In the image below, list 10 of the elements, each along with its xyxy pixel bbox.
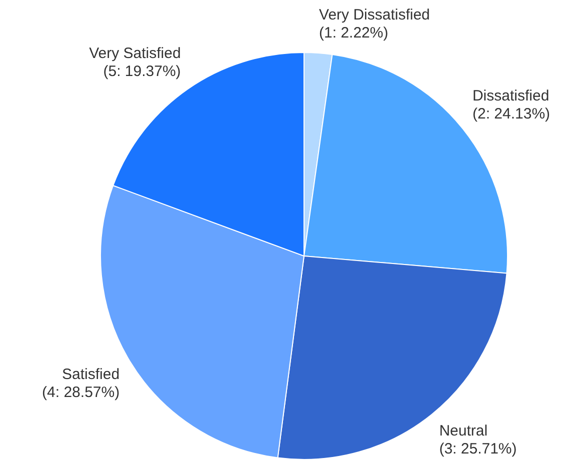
slice-label: Very Satisfied — [89, 44, 181, 62]
slice-label: Satisfied — [62, 366, 120, 384]
data-label: (5: 19.37%) — [103, 62, 181, 80]
data-label: (2: 24.13%) — [472, 105, 550, 122]
slice-label: Neutral — [439, 422, 488, 440]
slice-label: Very Dissatisfied — [319, 6, 430, 24]
data-label: (1: 2.22%) — [319, 24, 388, 42]
slice-label: Dissatisfied — [472, 87, 550, 104]
data-label: (4: 28.57%) — [42, 384, 120, 402]
data-label: (3: 25.71%) — [439, 440, 517, 458]
